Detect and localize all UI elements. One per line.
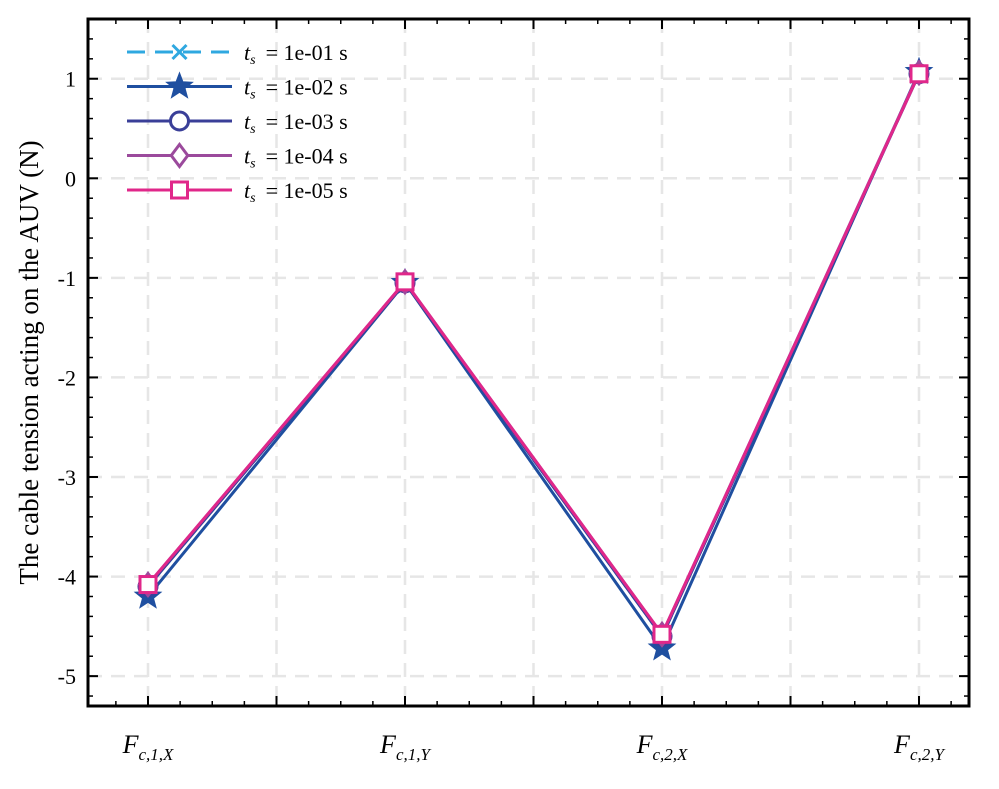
grid — [88, 19, 969, 706]
legend-label-subscript: s — [250, 191, 256, 206]
legend-item: ts = 1e-02 s — [127, 71, 348, 103]
legend: ts = 1e-01 sts = 1e-02 sts = 1e-03 sts = 1e-… — [127, 40, 348, 206]
legend-label-subscript: s — [250, 53, 256, 68]
x-tick-label-subscript: c,1,Y — [396, 745, 432, 764]
legend-label-symbol: t — [244, 144, 251, 169]
x-tick-label-subscript: c,1,X — [138, 745, 174, 764]
data-point-square-marker — [395, 272, 415, 292]
x-tick-label-subscript: c,2,Y — [910, 745, 946, 764]
x-tick-label-main: F — [379, 730, 397, 759]
data-point-square-marker — [170, 180, 189, 200]
legend-label-subscript: s — [250, 88, 256, 103]
y-tick-label: -5 — [58, 664, 76, 689]
legend-label: ts = 1e-04 s — [244, 144, 348, 172]
y-axis-label: The cable tension acting on the AUV (N) — [14, 140, 44, 584]
data-point-square-marker — [652, 624, 672, 644]
legend-label-subscript: s — [250, 122, 256, 137]
legend-label-value: = 1e-01 s — [266, 40, 348, 65]
data-point-square-marker — [138, 575, 158, 595]
data-point-circle-marker — [169, 110, 190, 132]
y-tick-label: -1 — [58, 266, 76, 291]
data-point-square-marker — [909, 64, 929, 84]
legend-label-symbol: t — [244, 178, 251, 203]
x-tick-label: Fc,1,Y — [379, 730, 431, 764]
x-tick-label: Fc,2,Y — [893, 730, 945, 764]
y-tick-label: -2 — [58, 365, 76, 390]
series-line — [146, 71, 921, 652]
legend-label-value: = 1e-02 s — [266, 75, 348, 100]
legend-label: ts = 1e-05 s — [244, 178, 348, 206]
data-point-diamond-marker — [169, 142, 190, 169]
y-tick-label: 1 — [65, 67, 76, 92]
y-tick-label: -4 — [58, 565, 76, 590]
data-point-star-marker — [165, 71, 194, 99]
data-point-x-marker — [171, 43, 188, 61]
x-tick-label-main: F — [893, 730, 911, 759]
legend-label: ts = 1e-01 s — [244, 40, 348, 68]
y-tick-label: -3 — [58, 465, 76, 490]
legend-label-value: = 1e-03 s — [266, 109, 348, 134]
legend-label: ts = 1e-02 s — [244, 75, 348, 103]
legend-label-symbol: t — [244, 109, 251, 134]
legend-label-symbol: t — [244, 75, 251, 100]
legend-label-value: = 1e-05 s — [266, 178, 348, 203]
series-line — [146, 73, 921, 638]
x-tick-label-subscript: c,2,X — [652, 745, 688, 764]
x-tick-label-main: F — [122, 730, 140, 759]
y-tick-labels: 1 0 -1 -2 -3 -4 -5 — [58, 67, 76, 689]
series-2 — [133, 56, 934, 661]
legend-label-symbol: t — [244, 40, 251, 65]
legend-label: ts = 1e-03 s — [244, 109, 348, 137]
x-tick-label: Fc,2,X — [636, 730, 688, 764]
x-tick-label-main: F — [636, 730, 654, 759]
legend-item: ts = 1e-03 s — [127, 109, 348, 137]
x-tick-labels: Fc,1,X Fc,1,Y Fc,2,X Fc,2,Y — [122, 730, 946, 764]
legend-label-value: = 1e-04 s — [266, 144, 348, 169]
legend-item: ts = 1e-05 s — [127, 178, 348, 206]
x-tick-label: Fc,1,X — [122, 730, 174, 764]
series-5 — [138, 64, 929, 644]
legend-item: ts = 1e-04 s — [127, 142, 348, 172]
legend-label-subscript: s — [250, 157, 256, 172]
legend-item: ts = 1e-01 s — [127, 40, 348, 68]
plot-frame — [86, 17, 971, 708]
series-group — [133, 56, 934, 661]
y-tick-label: 0 — [65, 166, 76, 191]
